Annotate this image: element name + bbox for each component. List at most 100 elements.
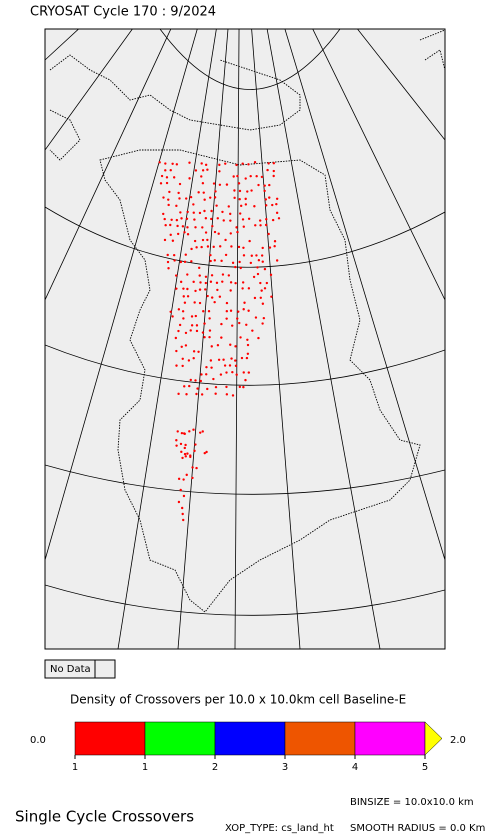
crossover-point <box>208 335 211 339</box>
crossover-point <box>250 189 253 192</box>
crossover-point <box>183 446 186 450</box>
crossover-point <box>209 196 212 199</box>
crossover-point <box>239 204 243 208</box>
crossover-point <box>186 226 189 229</box>
crossover-point <box>275 202 278 206</box>
crossover-point <box>185 393 188 396</box>
crossover-point <box>234 281 237 285</box>
crossover-point <box>183 301 187 304</box>
crossover-point <box>260 254 264 257</box>
crossover-point <box>249 261 253 265</box>
crossover-point <box>191 476 194 480</box>
crossover-point <box>215 204 218 207</box>
crossover-point <box>220 259 223 263</box>
footer-title: Single Cycle Crossovers <box>15 808 194 826</box>
crossover-point <box>220 322 223 326</box>
crossover-point <box>175 439 178 442</box>
crossover-point <box>176 224 179 228</box>
crossover-point <box>175 349 178 353</box>
crossover-point <box>216 288 219 292</box>
crossover-point <box>242 385 245 389</box>
crossover-point <box>247 309 250 312</box>
binsize: BINSIZE = 10.0x10.0 km <box>350 797 474 808</box>
crossover-point <box>166 260 170 264</box>
crossover-point <box>259 224 262 227</box>
crossover-point <box>221 280 224 283</box>
colorbar-segment <box>74 721 146 756</box>
crossover-point <box>182 518 185 522</box>
crossover-point <box>242 225 245 228</box>
crossover-point <box>213 196 217 199</box>
crossover-point <box>179 260 183 264</box>
crossover-point <box>257 336 260 340</box>
crossover-point <box>176 232 180 236</box>
crossover-point <box>273 244 276 248</box>
crossover-point <box>193 301 196 304</box>
crossover-point <box>206 238 209 242</box>
crossover-point <box>203 322 206 325</box>
crossover-point <box>186 210 189 214</box>
crossover-point <box>183 260 187 264</box>
crossover-point <box>182 287 185 290</box>
crossover-point <box>233 189 236 192</box>
crossover-point <box>179 280 183 284</box>
crossover-point <box>163 217 166 221</box>
crossover-point <box>249 174 252 178</box>
crossover-point <box>262 316 266 320</box>
crossover-point <box>234 265 237 269</box>
crossover-point <box>214 190 217 193</box>
crossover-point <box>272 169 275 173</box>
crossover-point <box>183 385 186 388</box>
crossover-point <box>169 310 172 314</box>
crossover-point <box>241 281 245 284</box>
crossover-point <box>218 170 221 173</box>
crossover-point <box>194 226 197 229</box>
crossover-point <box>255 174 258 178</box>
crossover-point <box>178 197 181 200</box>
crossover-point <box>259 296 262 299</box>
crossover-point <box>194 379 197 382</box>
crossover-point <box>204 163 208 167</box>
crossover-point <box>230 245 233 248</box>
crossover-point <box>181 456 184 460</box>
crossover-point <box>239 266 242 270</box>
crossover-point <box>254 224 257 227</box>
crossover-point <box>221 210 224 214</box>
crossover-point <box>209 259 212 263</box>
crossover-point <box>175 204 178 208</box>
crossover-point <box>250 254 253 257</box>
crossover-point <box>273 240 277 243</box>
crossover-point <box>270 295 273 298</box>
crossover-point <box>221 273 225 276</box>
crossover-point <box>197 350 200 354</box>
crossover-point <box>175 218 179 222</box>
crossover-point <box>194 169 198 172</box>
crossover-point <box>268 246 272 249</box>
crossover-point <box>261 302 265 305</box>
crossover-point <box>251 329 254 332</box>
crossover-point <box>186 295 190 298</box>
crossover-point <box>184 253 187 256</box>
crossover-point <box>180 431 184 435</box>
crossover-point <box>229 232 232 235</box>
crossover-point <box>275 259 279 262</box>
colorbar: 1 1 2 3 4 5 <box>72 721 443 773</box>
crossover-point <box>185 197 188 200</box>
crossover-point <box>238 197 241 201</box>
crossover-point <box>247 217 251 220</box>
crossover-point <box>200 373 203 376</box>
crossover-point <box>198 274 201 277</box>
crossover-point <box>234 345 237 348</box>
crossover-point <box>218 163 221 167</box>
crossover-point <box>175 287 178 290</box>
crossover-point <box>272 174 275 178</box>
crossover-point <box>195 246 198 249</box>
crossover-point <box>181 310 185 313</box>
crossover-point <box>200 175 203 178</box>
crossover-point <box>264 198 268 201</box>
crossover-point <box>275 197 279 200</box>
crossover-point <box>174 336 178 340</box>
crossover-point <box>189 195 193 199</box>
crossover-point <box>182 494 186 498</box>
